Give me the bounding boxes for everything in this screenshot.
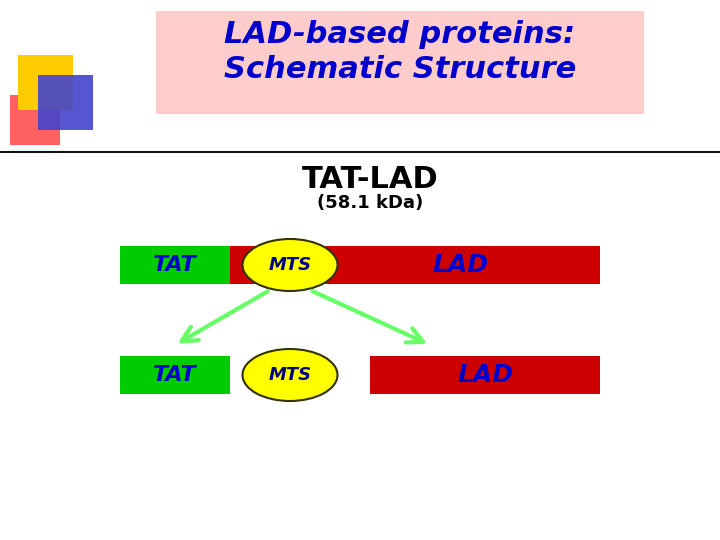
FancyBboxPatch shape — [370, 356, 600, 394]
Text: TAT: TAT — [153, 255, 197, 275]
Text: (58.1 kDa): (58.1 kDa) — [317, 194, 423, 212]
Text: MTS: MTS — [269, 366, 312, 384]
Ellipse shape — [243, 239, 338, 291]
Text: LAD: LAD — [432, 253, 488, 277]
FancyBboxPatch shape — [156, 11, 644, 114]
Text: TAT: TAT — [153, 365, 197, 385]
FancyBboxPatch shape — [10, 95, 60, 145]
Text: LAD: LAD — [457, 363, 513, 387]
FancyBboxPatch shape — [120, 246, 230, 284]
Text: TAT-LAD: TAT-LAD — [302, 165, 438, 194]
Ellipse shape — [243, 349, 338, 401]
FancyBboxPatch shape — [120, 356, 230, 394]
FancyBboxPatch shape — [38, 75, 93, 130]
FancyBboxPatch shape — [230, 246, 600, 284]
FancyBboxPatch shape — [18, 55, 73, 110]
Text: MTS: MTS — [269, 256, 312, 274]
Text: LAD-based proteins:
Schematic Structure: LAD-based proteins: Schematic Structure — [224, 19, 576, 84]
